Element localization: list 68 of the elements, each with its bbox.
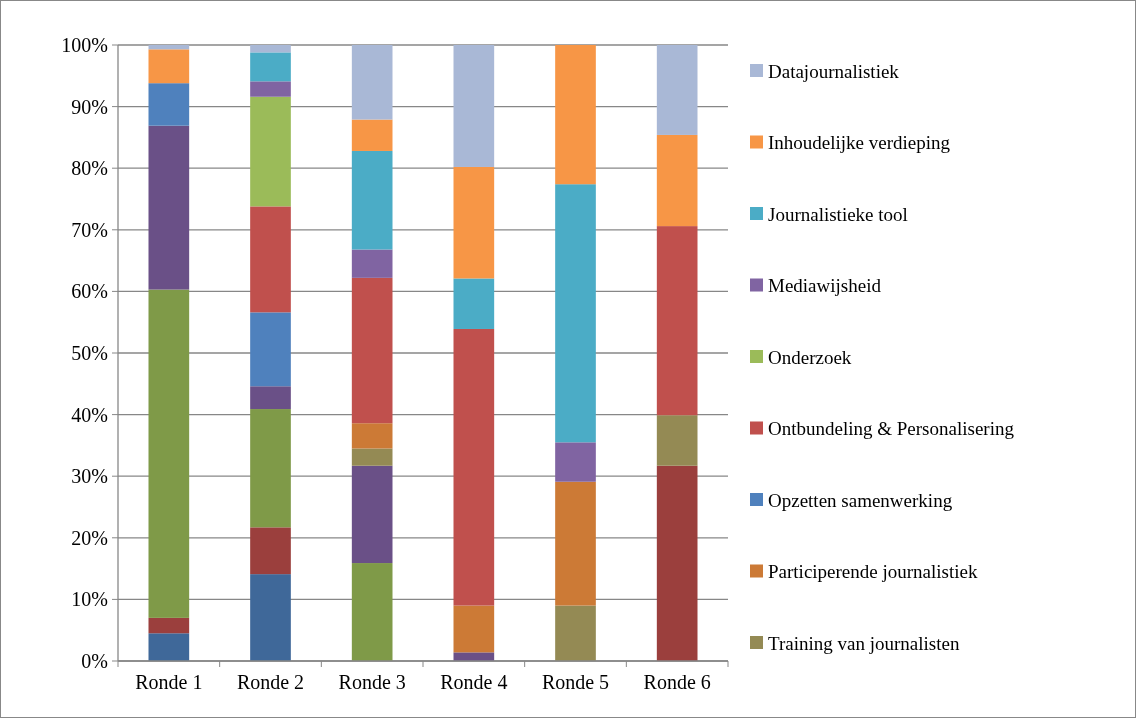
bar <box>351 563 393 661</box>
bar <box>351 465 393 564</box>
bar <box>453 166 495 279</box>
y-tick-label: 100% <box>61 34 108 56</box>
legend-label: Opzetten samenwerking <box>768 489 953 511</box>
bar <box>250 312 291 387</box>
y-tick-label: 50% <box>71 342 108 364</box>
legend-label: Participerende journalistiek <box>768 561 978 583</box>
bar <box>250 206 291 313</box>
y-tick-label: 0% <box>81 650 108 672</box>
x-tick-label: Ronde 1 <box>135 671 203 693</box>
bar <box>453 652 495 661</box>
bar <box>250 45 291 53</box>
bar <box>351 249 393 278</box>
bar <box>555 184 596 443</box>
bar <box>453 328 495 606</box>
bar <box>351 150 393 250</box>
legend-label: Inhoudelijke verdieping <box>768 132 951 154</box>
bar <box>250 574 291 661</box>
bar <box>351 423 393 449</box>
bar <box>351 448 393 466</box>
bar <box>453 278 495 329</box>
bar <box>148 617 190 634</box>
bar <box>453 605 495 653</box>
bar <box>656 45 698 135</box>
y-tick-label: 10% <box>71 588 108 611</box>
bar <box>148 83 190 126</box>
bar <box>250 96 291 207</box>
bar <box>555 605 596 661</box>
bar <box>656 134 698 227</box>
bar <box>148 45 190 50</box>
bar <box>250 386 291 410</box>
legend-label: Ontbundeling & Personalisering <box>768 418 1015 440</box>
bar <box>555 481 596 606</box>
y-tick-label: 20% <box>71 526 108 549</box>
legend-label: Mediawijsheid <box>768 275 882 297</box>
bar <box>351 277 393 424</box>
bar <box>148 633 190 661</box>
bar <box>656 226 698 416</box>
y-tick-label: 60% <box>71 280 108 303</box>
bar <box>148 49 190 84</box>
x-tick-label: Ronde 2 <box>236 671 305 693</box>
x-tick-label: Ronde 6 <box>643 671 711 693</box>
bar <box>250 52 291 82</box>
bar <box>555 45 596 185</box>
y-tick-label: 90% <box>71 95 108 118</box>
bar <box>148 289 190 618</box>
bar <box>148 125 190 290</box>
y-tick-label: 40% <box>71 403 108 426</box>
y-tick-label: 80% <box>71 157 108 180</box>
x-tick-label: Ronde 5 <box>541 671 610 693</box>
legend-label: Training van journalisten <box>768 632 960 654</box>
bar <box>555 442 596 482</box>
bar <box>453 45 495 167</box>
bar <box>656 465 698 661</box>
x-tick-label: Ronde 4 <box>440 671 508 693</box>
legend-label: Journalistieke tool <box>768 203 908 225</box>
x-tick-label: Ronde 3 <box>338 671 406 693</box>
bar <box>250 81 291 97</box>
y-tick-label: 30% <box>71 465 108 488</box>
bar <box>656 415 698 466</box>
bar <box>250 409 291 528</box>
legend-label: Datajournalistiek <box>768 60 900 82</box>
bar <box>351 45 393 120</box>
y-tick-label: 70% <box>71 218 108 241</box>
legend-label: Onderzoek <box>768 346 852 368</box>
bar <box>351 119 393 151</box>
bar <box>250 527 291 575</box>
